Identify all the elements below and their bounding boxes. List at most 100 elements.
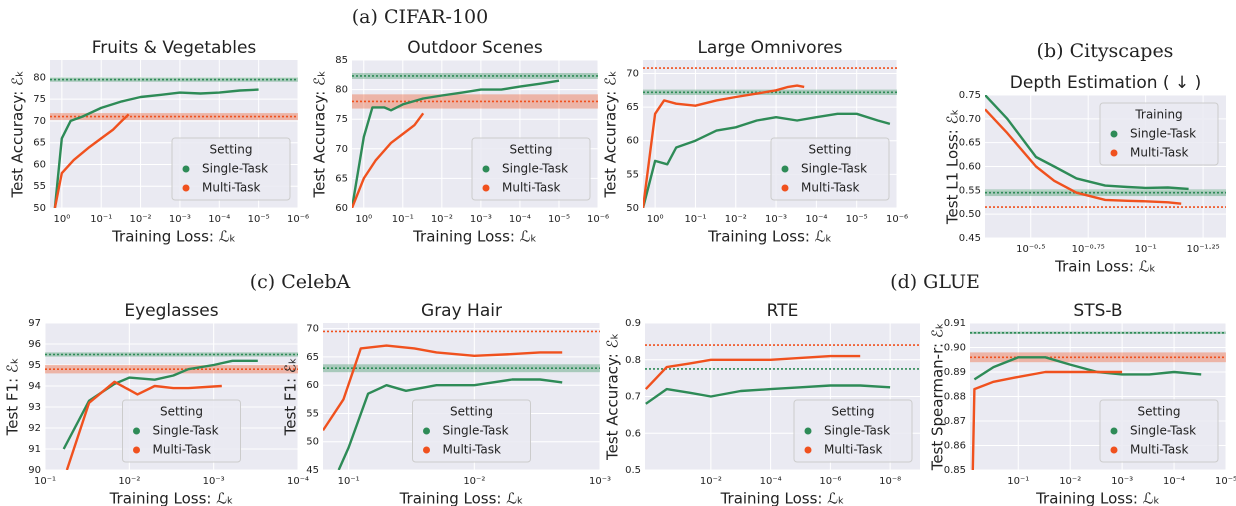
chart: Eyeglasses 90 91 92 93 94 95 96 97 10⁻¹ 10⁻² 10⁻³ 10… [4,301,310,506]
plot-marks [970,331,1226,470]
x-tick-label: 10⁻² [463,476,485,487]
x-tick-label: 10⁰ [53,214,70,225]
y-tick-label: 0.7 [625,392,641,403]
plot-marks [643,67,897,208]
x-tick-label: 10⁻⁴ [805,214,827,225]
chart-title: Large Omnivores [697,38,842,58]
legend-swatch [133,446,140,454]
plot-marks [50,77,298,208]
x-tick-label: 10⁻⁵ [1215,476,1236,487]
x-tick-label: 10⁻⁴ [1163,476,1185,487]
chart-title: RTE [767,301,799,321]
legend-label: Multi-Task [824,443,883,457]
x-tick-label: 10⁻⁶ [587,214,609,225]
legend-swatch [133,427,140,435]
y-tick-label: 45 [306,465,319,476]
legend: Setting Single-Task Multi-Task [122,399,241,463]
legend-box [793,399,913,463]
series-line [645,354,861,390]
y-axis-label: Test F1: ℰₖ [4,358,22,437]
baseline-band [45,352,298,357]
chart: Depth Estimation ( ↓ ) 0.45 0.50 0.55 0.60 0.… [944,73,1226,276]
legend-swatch [182,165,190,173]
plot-marks [352,73,598,208]
chart-title: Depth Estimation ( ↓ ) [1010,73,1201,93]
y-tick-label: 85 [335,55,348,66]
x-tick-label: 10⁻³ [470,214,492,225]
legend-box [1099,102,1219,166]
legend-box [412,399,531,463]
x-tick-label: 10⁻⁶ [287,214,309,225]
y-tick-label: 65 [33,138,46,149]
x-tick-label: 10⁻⁰·⁷⁵ [1072,244,1105,255]
series-line [53,88,259,208]
y-axis-label: Test F1: ℰₖ [282,358,300,437]
y-tick-label: 0.90 [944,343,966,354]
y-tick-label: 50 [306,437,319,448]
x-tick-label: 10⁻³ [1111,476,1133,487]
legend-swatch [482,165,490,173]
series-line [973,356,1202,381]
series-line [323,344,563,432]
legend-title: Setting [210,143,253,157]
x-tick-label: 10⁻⁵ [846,214,868,225]
x-tick-label: 10⁻³ [169,214,191,225]
y-tick-label: 0.55 [959,185,981,196]
baseline-band [45,365,298,374]
y-tick-label: 75 [33,94,46,105]
chart-title: Gray Hair [421,301,502,321]
y-tick-label: 80 [335,85,348,96]
x-tick-label: 10⁻⁴ [760,476,782,487]
series-line [643,84,805,208]
y-tick-label: 60 [626,136,639,147]
y-axis-label: Test L1 Loss: ℰₖ [944,109,962,225]
legend-box [770,137,890,201]
legend-label: Single-Task [502,162,568,176]
legend-title: Setting [510,143,553,157]
series-line [643,112,891,208]
y-tick-label: 0.89 [944,367,966,378]
legend-swatch [423,446,430,454]
legend-swatch [1110,446,1118,454]
legend-box [171,137,291,201]
y-tick-label: 0.70 [959,114,981,125]
chart-title: STS-B [1073,301,1122,321]
legend: Setting Single-Task Multi-Task [471,137,591,201]
y-tick-label: 60 [33,159,46,170]
x-tick-label: 10⁻³ [589,476,611,487]
baseline-band [352,73,598,79]
x-tick-label: 10⁻³ [203,476,225,487]
legend-title: Setting [832,405,875,419]
chart: Gray Hair 45 50 55 60 65 70 10⁻¹ 10⁻² 10⁻³ Trainin… [282,301,612,506]
legend-label: Multi-Task [153,443,212,457]
x-tick-label: 10⁻² [118,476,140,487]
y-tick-label: 70 [33,116,46,127]
y-tick-label: 0.88 [944,392,966,403]
series-line [352,112,425,208]
y-tick-label: 0.87 [944,416,966,427]
y-tick-label: 0.65 [959,138,981,149]
y-tick-label: 65 [306,352,319,363]
y-axis-label: Test Accuracy: ℰₖ [311,71,329,199]
legend: Setting Single-Task Multi-Task [770,137,890,201]
y-tick-label: 91 [28,444,41,455]
legend-title: Training [1134,108,1182,122]
series-line [65,380,222,470]
legend-label: Multi-Task [1130,443,1189,457]
y-tick-label: 75 [335,114,348,125]
x-axis-label: Train Loss: ℒₖ [1054,258,1156,276]
x-tick-label: 10⁻² [1059,476,1081,487]
x-tick-label: 10⁻⁴ [509,214,531,225]
y-tick-label: 0.5 [625,465,641,476]
legend-box [122,399,241,463]
y-tick-label: 80 [33,72,46,83]
legend-label: Single-Task [443,424,509,438]
x-tick-label: 10⁻⁴ [208,214,230,225]
legend-label: Single-Task [202,162,268,176]
x-tick-label: 10⁻¹·²⁵ [1186,244,1219,255]
legend: Setting Single-Task Multi-Task [412,399,531,463]
legend-swatch [482,184,490,192]
x-tick-label: 10⁻² [725,214,747,225]
series-line [337,378,563,470]
legend-swatch [1110,149,1118,157]
